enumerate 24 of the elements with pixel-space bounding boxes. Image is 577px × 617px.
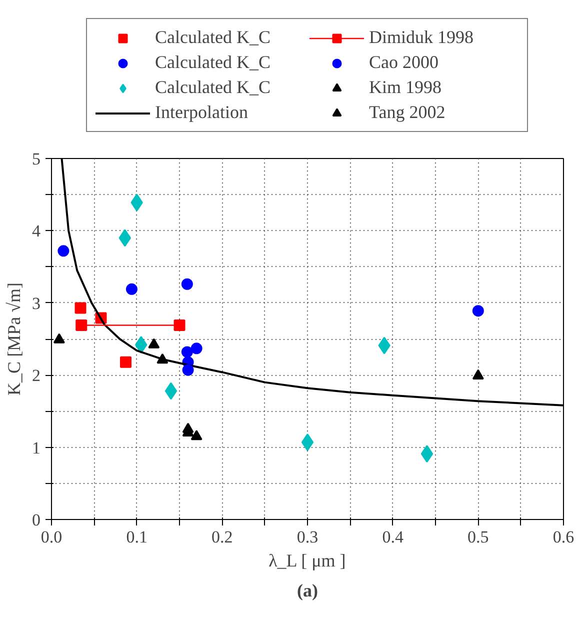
legend-label: Interpolation xyxy=(155,102,249,123)
legend-label: Dimiduk 1998 xyxy=(369,27,475,48)
y-axis-title: K_C [MPa √m] xyxy=(4,282,24,396)
x-tick-label: 0.6 xyxy=(552,528,574,546)
x-tick-label: 0.4 xyxy=(382,528,404,546)
x-tick-label: 0.1 xyxy=(126,528,148,546)
text: (a) xyxy=(297,580,318,600)
x-tick-label: 0.5 xyxy=(468,528,489,546)
y-tick-label: 0 xyxy=(32,510,40,530)
y-tick-label: 1 xyxy=(32,438,40,458)
legend-label: Kim 1998 xyxy=(369,77,443,98)
x-axis-title: λ_L [ μm ] xyxy=(268,550,346,570)
y-tick-label: 2 xyxy=(32,366,40,386)
y-tick-label: 3 xyxy=(32,294,40,313)
y-tick-label: 5 xyxy=(32,150,40,168)
legend-label: Cao 2000 xyxy=(369,52,440,73)
y-tick-label: 4 xyxy=(32,222,41,241)
x-tick-label: 0.3 xyxy=(296,528,318,546)
x-tick-label: 0.2 xyxy=(212,528,233,546)
legend-label: Calculated K_C xyxy=(155,77,272,98)
legend-label: Calculated K_C xyxy=(155,52,272,73)
legend-label: Tang 2002 xyxy=(369,102,446,123)
legend-label: Calculated K_C xyxy=(155,27,272,48)
x-tick-label: 0.0 xyxy=(40,528,62,546)
